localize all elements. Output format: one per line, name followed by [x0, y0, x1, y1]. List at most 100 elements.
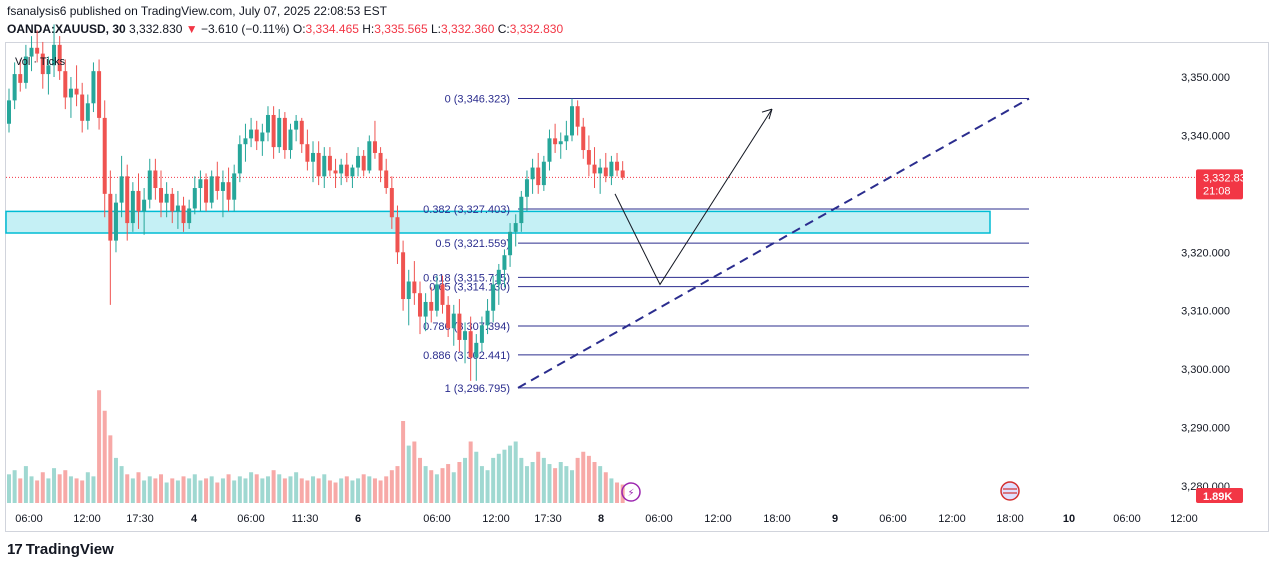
volume-bar: [294, 472, 299, 503]
candle-body: [192, 188, 197, 209]
candle-body: [159, 188, 164, 203]
x-tick-label: 18:00: [763, 513, 791, 525]
volume-bar: [209, 476, 214, 503]
y-tick-label: 3,310.000: [1181, 306, 1230, 318]
volume-bar: [474, 451, 479, 503]
low-value: 3,332.360: [441, 22, 495, 36]
x-tick-label: 12:00: [938, 513, 966, 525]
x-tick-label: 06:00: [237, 513, 265, 525]
candle-body: [344, 164, 349, 177]
volume-bar: [237, 476, 242, 503]
candle-body: [97, 71, 102, 118]
brand-name: TradingView: [25, 541, 114, 558]
volume-bar: [40, 472, 45, 503]
volume-bar: [91, 476, 96, 503]
volume-bar: [142, 480, 147, 503]
volume-bar: [547, 464, 552, 503]
volume-bar: [485, 470, 490, 503]
x-tick-label: 4: [191, 513, 198, 525]
candle-body: [299, 120, 304, 145]
volume-bar: [322, 474, 327, 503]
candle-body: [496, 269, 501, 285]
candle-body: [29, 47, 34, 57]
candle-body: [91, 71, 96, 104]
candle-body: [260, 132, 265, 142]
candle-body: [406, 281, 411, 300]
candle-body: [586, 150, 591, 165]
ohlc-bar: OANDA:XAUUSD, 30 3,332.830 ▼ −3.610 (−0.…: [7, 22, 563, 36]
volume-bar: [153, 478, 158, 503]
volume-bar: [479, 466, 484, 503]
volume-bar: [502, 449, 507, 503]
candle-body: [288, 129, 293, 151]
candle-body: [581, 126, 586, 151]
volume-bar: [575, 457, 580, 503]
volume-bar: [68, 476, 73, 503]
volume-bar: [175, 480, 180, 503]
volume-bar: [389, 470, 394, 503]
candle-body: [592, 164, 597, 174]
volume-bar: [339, 478, 344, 503]
volume-bar: [384, 476, 389, 503]
fib-label: 0.786 (3,307.394): [423, 321, 510, 333]
countdown-label: 21:08: [1203, 185, 1231, 197]
y-tick-label: 3,320.000: [1181, 247, 1230, 259]
volume-bar: [7, 474, 11, 503]
volume-bar: [204, 478, 209, 503]
candle-body: [220, 182, 225, 191]
candle-body: [513, 223, 518, 232]
volume-bar: [344, 476, 349, 503]
volume-bar: [558, 462, 563, 503]
x-tick-label: 12:00: [73, 513, 101, 525]
volume-bar: [23, 466, 28, 503]
candle-body: [350, 167, 355, 177]
candle-body: [502, 255, 507, 270]
volume-bar: [378, 480, 383, 503]
chart-frame: [5, 42, 1269, 532]
candle-body: [468, 331, 473, 358]
candle-body: [63, 71, 68, 98]
candle-body: [401, 252, 406, 300]
volume-bar: [564, 466, 569, 503]
candle-body: [254, 129, 259, 142]
x-tick-label: 06:00: [423, 513, 451, 525]
candle-body: [40, 53, 45, 75]
candle-body: [175, 205, 180, 212]
volume-bar: [243, 478, 248, 503]
volume-bar: [401, 421, 406, 503]
candle-body: [553, 138, 558, 145]
volume-bar: [52, 468, 57, 503]
candle-body: [226, 182, 231, 200]
volume-bar: [249, 472, 254, 503]
open-value: 3,334.465: [305, 22, 359, 36]
volume-bar: [316, 478, 321, 503]
candle-body: [395, 217, 400, 253]
candle-body: [311, 152, 316, 162]
volume-bar: [119, 466, 124, 503]
candle-body: [541, 161, 546, 186]
candle-body: [74, 88, 79, 95]
candle-body: [23, 56, 28, 83]
volume-legend: Vol · Ticks: [15, 56, 66, 68]
candle-body: [457, 313, 462, 340]
candle-body: [136, 190, 141, 212]
volume-bar: [170, 478, 175, 503]
candle-body: [68, 88, 73, 98]
candle-body: [598, 167, 603, 174]
x-tick-label: 06:00: [645, 513, 673, 525]
volume-bar: [277, 474, 282, 503]
volume-bar: [570, 470, 574, 503]
candle-body: [339, 164, 344, 174]
volume-bar: [423, 466, 428, 503]
volume-bar: [496, 453, 501, 503]
volume-bar: [356, 478, 361, 503]
volume-bar: [85, 472, 90, 503]
candle-body: [271, 114, 276, 148]
candle-body: [243, 138, 248, 145]
footer-brand: 17 TradingView: [7, 541, 114, 558]
candle-body: [417, 293, 422, 317]
candle-body: [446, 304, 451, 329]
volume-bar: [553, 468, 558, 503]
candle-body: [80, 94, 85, 121]
